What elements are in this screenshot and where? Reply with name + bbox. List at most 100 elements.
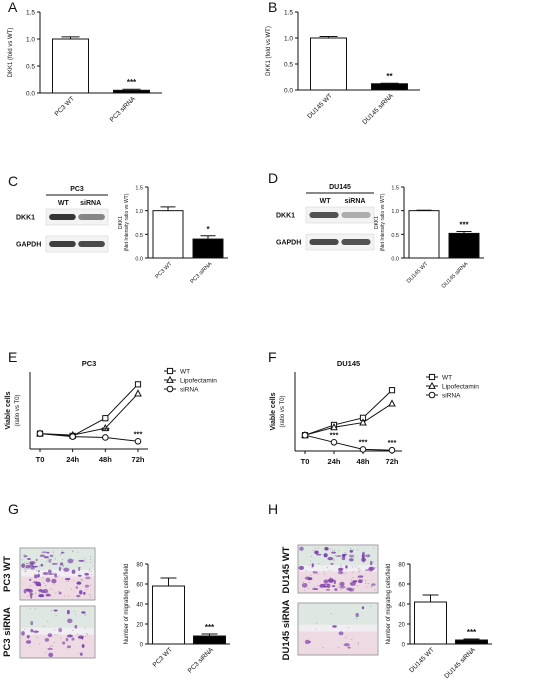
micrograph-pc3-sirna-cell: [65, 637, 69, 642]
y-tick-label-a: 0.5: [26, 64, 35, 71]
blot-title-c: PC3: [70, 186, 84, 193]
micrograph-pc3-wt-pore: [73, 580, 75, 582]
micrograph-pc3-wt-cell: [71, 569, 76, 574]
micrograph-pc3-wt-pore: [50, 595, 52, 597]
y-axis-label-h: Number of migrating cells/field: [386, 564, 392, 645]
marker-square-e: [134, 381, 142, 388]
micrograph-pc3-wt-cell: [42, 571, 49, 576]
category-label-b: DU145 siRNA: [361, 92, 395, 126]
category-label-a: PC3 WT: [54, 95, 76, 117]
micrograph-du145-wt-pore: [329, 570, 331, 572]
y-tick-label-d: 0.5: [391, 233, 399, 239]
micrograph-pc3-wt-cell: [51, 578, 57, 584]
micrograph-du145-sirna-pore: [357, 642, 359, 644]
micrograph-pc3-wt-pore: [24, 561, 26, 563]
micrograph-pc3-sirna-pore: [44, 651, 46, 653]
micrograph-pc3-wt-pore: [73, 559, 75, 561]
micrograph-du145-wt-cell: [348, 554, 355, 558]
micrograph-pc3-wt-pore: [43, 582, 45, 584]
micrograph-du145-wt-pore: [373, 547, 375, 549]
micrograph-pc3-wt-cell: [38, 584, 42, 587]
micrograph-pc3-wt-pore: [50, 559, 52, 561]
marker-circle-e: [69, 433, 76, 440]
micrograph-du145-wt-cell: [361, 554, 365, 559]
micrograph-pc3-wt-pore: [52, 551, 54, 553]
y-tick-label-g: 20: [136, 623, 143, 629]
y-tick-label-d: 1.5: [391, 186, 399, 192]
micrograph-pc3-wt-cell: [58, 566, 62, 572]
micrograph-pc3-wt-cell: [63, 567, 70, 572]
micrograph-du145-wt-pore: [344, 572, 346, 574]
micrograph-pc3-wt-pore: [24, 564, 26, 566]
micrograph-pc3-wt-pore: [70, 588, 72, 590]
micrograph-pc3-wt-pore: [85, 561, 87, 563]
micrograph-du145-sirna-cell: [338, 631, 344, 636]
micrograph-du145-wt-pore: [318, 547, 320, 549]
micrograph-pc3-wt-pore: [27, 595, 29, 597]
micrograph-pc3-sirna-pore: [60, 637, 62, 639]
micrograph-du145-wt-pore: [308, 582, 310, 584]
micrograph-pc3-wt-pore: [61, 550, 63, 552]
micrograph-pc3-wt-cell: [45, 593, 51, 597]
micrograph-pc3-wt-pore: [45, 585, 47, 587]
panel-letter-a: A: [8, 0, 18, 15]
micrograph-du145-wt-cell: [299, 546, 304, 551]
micrograph-pc3-wt-pore: [38, 595, 40, 597]
legend-label-e: siRNA: [180, 387, 199, 394]
micrograph-du145-wt-pore: [363, 562, 365, 564]
micrograph-pc3-sirna-pore: [36, 636, 38, 638]
micrograph-pc3-wt-pore: [61, 551, 63, 553]
micrograph-pc3-wt-cell: [38, 589, 43, 592]
y-tick-label-g: 60: [136, 583, 143, 589]
blot-band-d: [309, 212, 339, 218]
micrograph-du145-wt-cell: [328, 578, 334, 583]
micrograph-du145-wt-cell: [335, 555, 342, 557]
micrograph-du145-wt-pore: [357, 549, 359, 551]
micrograph-pc3-wt-pore: [68, 580, 70, 582]
micrograph-pc3-wt-cell: [83, 591, 86, 595]
chart-title-e: PC3: [82, 359, 97, 368]
micrograph-du145-wt: [297, 544, 379, 594]
micrograph-pc3-sirna-pore: [82, 639, 84, 641]
micrograph-pc3-sirna-pore: [81, 635, 83, 637]
image-label-du145-wt: DU145 WT: [281, 546, 292, 593]
micrograph-du145-wt-pore: [329, 548, 331, 550]
marker-circle-e: [102, 434, 109, 441]
micrograph-pc3-wt-cell: [44, 556, 49, 559]
micrograph-du145-wt-pore: [340, 589, 342, 591]
micrograph-pc3-sirna-cell: [66, 634, 73, 638]
series-line-e: [39, 433, 139, 442]
micrograph-pc3-wt-cell: [78, 559, 85, 562]
micrograph-pc3-wt-cell: [75, 585, 79, 589]
micrograph-du145-wt-pore: [344, 552, 346, 554]
bar-c: [152, 210, 184, 259]
micrograph-du145-wt-pore: [310, 575, 312, 577]
micrograph-du145-wt-cell: [343, 553, 346, 557]
micrograph-du145-wt-pore: [338, 550, 340, 552]
bar-a: [52, 38, 89, 94]
y-axis-label-b: DKK1 (fold vs WT): [266, 26, 272, 76]
micrograph-du145-wt-pore: [327, 567, 329, 569]
micrograph-du145-wt-cell: [301, 582, 308, 588]
micrograph-pc3-wt-cell: [59, 562, 64, 566]
x-tick-label-e: 48h: [99, 455, 112, 464]
micrograph-pc3-wt-pore: [46, 560, 48, 562]
y-tick-label-c: 1.5: [135, 186, 143, 192]
micrograph-du145-wt-pore: [341, 570, 343, 572]
blot-membrane-d: [305, 206, 375, 224]
bar-h: [414, 601, 447, 645]
micrograph-pc3-sirna-cell: [67, 618, 73, 624]
micrograph-du145-sirna-cell: [304, 639, 310, 645]
micrograph-pc3-sirna-cell: [58, 627, 63, 633]
micrograph-du145-sirna-cell: [361, 606, 365, 610]
micrograph-du145-sirna-pore: [356, 617, 358, 619]
micrograph-pc3-sirna-pore: [34, 608, 36, 610]
micrograph-du145-wt-pore: [317, 573, 319, 575]
bar-b: [310, 37, 347, 91]
legend-marker-f: [428, 381, 436, 389]
marker-circle-f: [388, 446, 396, 454]
x-tick-label-f: 72h: [386, 457, 399, 466]
micrograph-du145-sirna-stain: [299, 631, 377, 655]
category-label-b: DU145 WT: [306, 92, 334, 120]
micrograph-pc3-wt-pore: [66, 581, 68, 583]
